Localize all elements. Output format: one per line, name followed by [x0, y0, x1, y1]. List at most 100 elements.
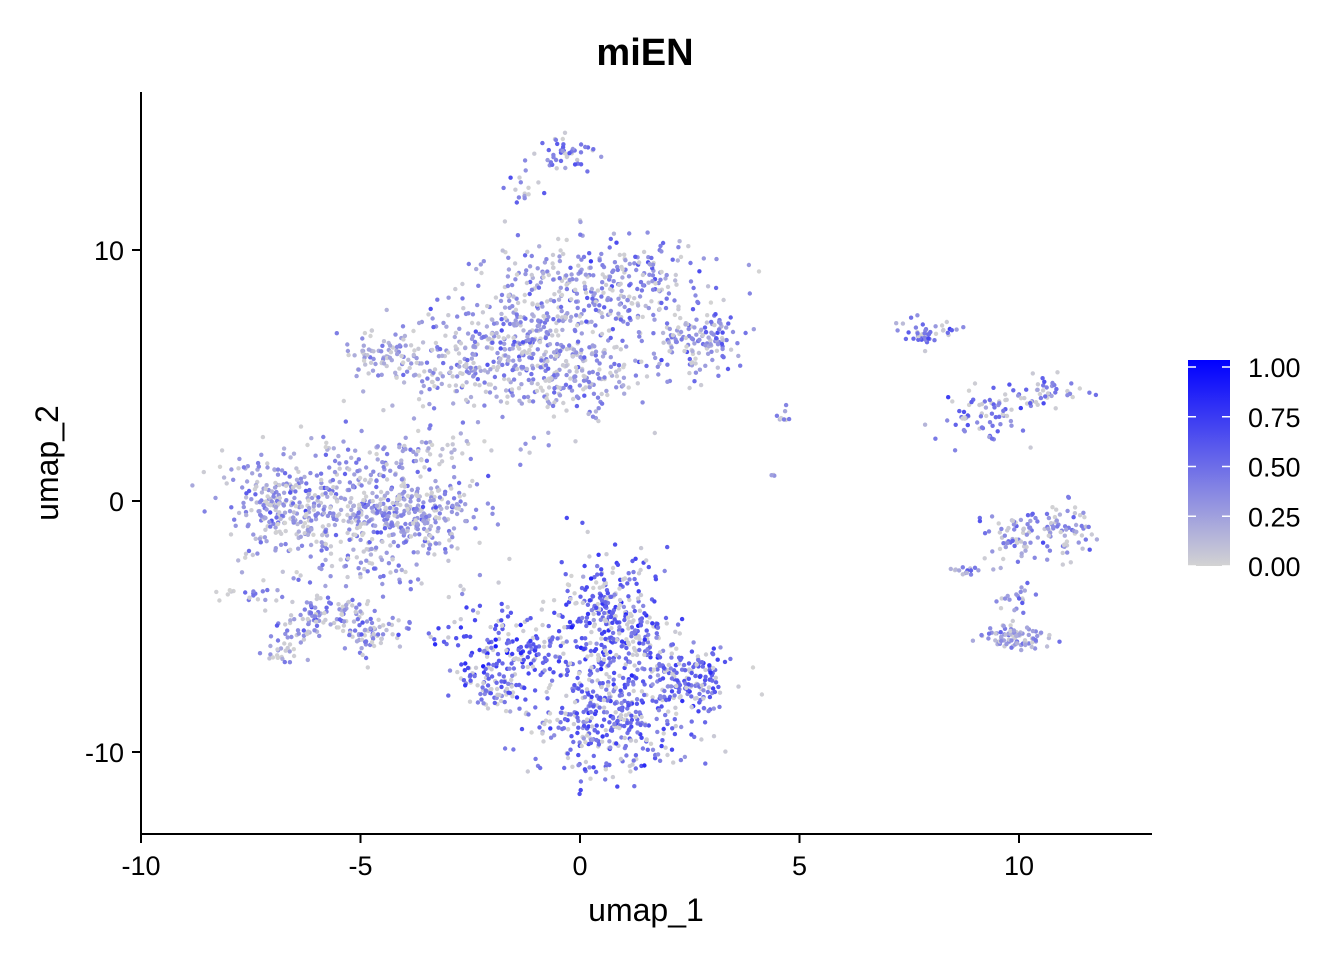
cell-point — [1020, 600, 1025, 606]
cell-point — [695, 654, 701, 659]
cell-point — [338, 495, 344, 500]
cell-point — [299, 543, 305, 548]
cell-point — [1064, 527, 1069, 532]
cell-point — [679, 724, 684, 730]
cell-point — [451, 464, 457, 470]
cell-point — [636, 330, 642, 335]
cell-point — [604, 732, 609, 738]
cell-point — [324, 440, 329, 445]
cell-point — [1089, 532, 1095, 537]
cell-point — [555, 636, 560, 641]
cell-point — [549, 376, 554, 381]
cell-point — [633, 738, 639, 744]
cell-point — [556, 725, 561, 730]
cell-point — [316, 503, 321, 508]
cell-point — [646, 564, 651, 570]
cell-point — [295, 628, 301, 633]
cell-point — [697, 691, 702, 697]
cell-point — [531, 351, 536, 357]
cell-point — [451, 526, 457, 531]
cell-point — [493, 637, 498, 642]
cell-point — [697, 674, 703, 679]
cell-point — [280, 594, 285, 600]
cell-point — [485, 370, 490, 375]
cell-point — [568, 318, 573, 323]
cell-point — [601, 290, 606, 295]
cell-point — [640, 746, 646, 751]
cell-point — [529, 355, 534, 361]
cell-point — [509, 684, 514, 689]
cell-point — [497, 692, 502, 698]
cell-point — [529, 730, 534, 735]
cell-point — [584, 707, 589, 712]
cell-point — [529, 253, 534, 259]
cell-point — [500, 248, 505, 253]
cell-point — [1018, 405, 1023, 411]
cell-point — [684, 685, 689, 690]
cell-point — [558, 710, 564, 715]
cell-point — [424, 492, 430, 497]
cell-point — [471, 515, 476, 520]
cell-point — [514, 682, 519, 688]
cell-point — [635, 596, 641, 601]
cell-point — [241, 504, 246, 510]
cell-point — [689, 649, 695, 654]
cell-point — [244, 512, 249, 518]
cell-point — [366, 371, 371, 376]
cell-point — [463, 397, 469, 403]
cell-point — [718, 321, 723, 326]
cell-point — [428, 524, 434, 529]
cell-point — [485, 651, 490, 656]
cell-point — [472, 673, 477, 679]
cell-point — [380, 343, 385, 348]
cell-point — [626, 571, 631, 576]
cell-point — [477, 572, 483, 578]
cell-point — [563, 165, 568, 171]
cell-point — [599, 642, 604, 648]
cell-point — [556, 629, 562, 634]
cell-point — [643, 303, 648, 309]
cell-point — [604, 710, 610, 715]
cell-point — [573, 374, 578, 379]
cell-point — [534, 328, 539, 333]
cell-point — [364, 619, 370, 624]
cell-point — [689, 336, 694, 341]
cell-point — [703, 329, 709, 335]
cell-point — [527, 291, 532, 297]
cell-point — [355, 617, 360, 622]
cell-point — [916, 337, 921, 342]
cell-point — [715, 342, 721, 347]
cell-point — [564, 639, 569, 644]
cell-point — [595, 563, 600, 569]
cell-point — [618, 317, 623, 322]
cell-point — [465, 665, 471, 671]
cell-point — [583, 272, 588, 277]
cell-point — [972, 381, 978, 386]
cell-point — [647, 272, 652, 277]
cell-point — [589, 652, 594, 658]
cell-point — [297, 500, 302, 505]
cell-point — [308, 610, 314, 615]
cell-point — [488, 624, 493, 630]
cell-point — [514, 200, 519, 205]
cell-point — [692, 734, 697, 740]
cell-point — [460, 281, 465, 287]
cell-point — [543, 378, 548, 383]
cell-point — [306, 492, 311, 497]
cell-point — [366, 347, 372, 352]
cell-point — [314, 623, 320, 628]
cell-point — [563, 382, 569, 387]
cell-point — [536, 318, 541, 324]
cell-point — [601, 697, 607, 703]
cell-point — [928, 329, 933, 335]
cell-point — [344, 460, 349, 465]
cell-point — [331, 516, 336, 522]
cell-point — [463, 502, 468, 507]
cell-point — [343, 419, 348, 424]
cell-point — [430, 379, 435, 385]
cell-point — [538, 280, 544, 285]
cell-point — [563, 315, 568, 320]
cell-point — [576, 763, 581, 768]
cell-point — [264, 539, 269, 544]
cell-point — [447, 383, 452, 388]
